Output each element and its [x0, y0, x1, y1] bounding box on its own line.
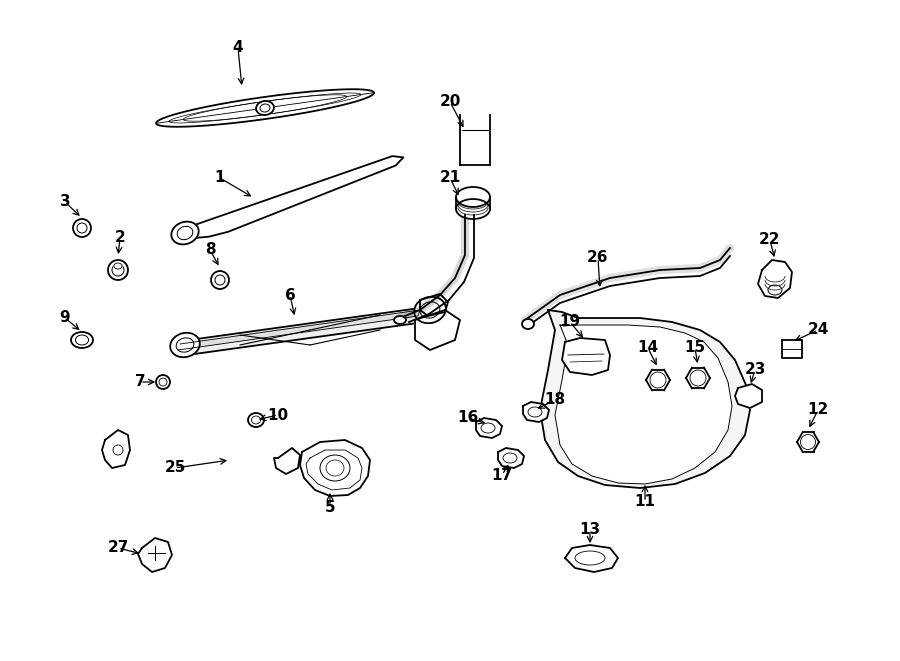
- Polygon shape: [156, 89, 374, 127]
- Text: 1: 1: [215, 171, 225, 186]
- Text: 13: 13: [580, 522, 600, 537]
- Polygon shape: [555, 325, 732, 484]
- Text: 6: 6: [284, 288, 295, 303]
- Text: 22: 22: [760, 233, 781, 247]
- Text: 12: 12: [807, 403, 829, 418]
- Text: 8: 8: [204, 243, 215, 258]
- Polygon shape: [178, 310, 420, 350]
- Text: 17: 17: [491, 467, 513, 483]
- Polygon shape: [138, 538, 172, 572]
- Polygon shape: [415, 310, 460, 350]
- Text: 26: 26: [587, 251, 608, 266]
- Text: 27: 27: [107, 541, 129, 555]
- Text: 24: 24: [807, 323, 829, 338]
- Text: 18: 18: [544, 393, 565, 407]
- Text: 5: 5: [325, 500, 336, 516]
- Text: 10: 10: [267, 407, 289, 422]
- Ellipse shape: [108, 260, 128, 280]
- Polygon shape: [498, 448, 524, 468]
- Polygon shape: [562, 338, 610, 375]
- Ellipse shape: [114, 263, 122, 269]
- Ellipse shape: [256, 101, 274, 115]
- Text: 11: 11: [634, 494, 655, 510]
- Text: 20: 20: [439, 95, 461, 110]
- Polygon shape: [735, 384, 762, 408]
- Ellipse shape: [211, 271, 229, 289]
- Ellipse shape: [456, 199, 490, 219]
- Text: 21: 21: [439, 171, 461, 186]
- Polygon shape: [758, 260, 792, 298]
- Text: 3: 3: [59, 194, 70, 210]
- Text: 19: 19: [560, 315, 580, 329]
- Ellipse shape: [156, 375, 170, 389]
- Polygon shape: [420, 294, 448, 316]
- Text: 25: 25: [165, 461, 185, 475]
- Ellipse shape: [71, 332, 93, 348]
- Polygon shape: [523, 402, 549, 422]
- Ellipse shape: [414, 297, 446, 323]
- Text: 9: 9: [59, 311, 70, 325]
- Text: 14: 14: [637, 340, 659, 356]
- Text: 16: 16: [457, 410, 479, 426]
- Ellipse shape: [73, 219, 91, 237]
- Text: 2: 2: [114, 231, 125, 245]
- Ellipse shape: [248, 413, 264, 427]
- Ellipse shape: [170, 332, 200, 357]
- Ellipse shape: [394, 316, 406, 324]
- Ellipse shape: [171, 221, 199, 245]
- Polygon shape: [782, 340, 802, 358]
- Ellipse shape: [522, 319, 534, 329]
- Polygon shape: [476, 418, 502, 438]
- Polygon shape: [175, 308, 425, 356]
- Polygon shape: [184, 156, 403, 238]
- Text: 15: 15: [684, 340, 706, 356]
- Text: 23: 23: [744, 362, 766, 377]
- Polygon shape: [102, 430, 130, 468]
- Text: 4: 4: [233, 40, 243, 56]
- Polygon shape: [300, 440, 370, 496]
- Ellipse shape: [456, 187, 490, 207]
- Polygon shape: [540, 310, 750, 488]
- Text: 7: 7: [135, 375, 145, 389]
- Polygon shape: [274, 448, 300, 474]
- Polygon shape: [565, 545, 618, 572]
